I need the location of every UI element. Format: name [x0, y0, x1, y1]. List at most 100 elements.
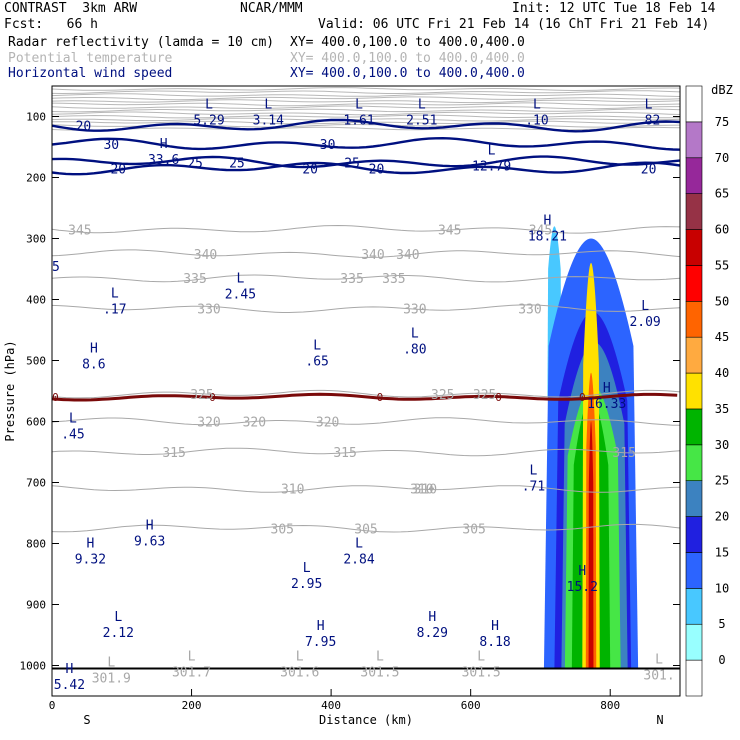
- strat-theta-line: [52, 102, 680, 107]
- init-time: Init: 12 UTC Tue 18 Feb 14: [512, 1, 716, 16]
- x-axis-label: Distance (km): [319, 713, 413, 727]
- colorbar-tick-label: 15: [715, 545, 729, 559]
- y-tick-label: 900: [26, 599, 46, 612]
- extremum-type: H: [428, 610, 436, 625]
- extremum-value: .71: [522, 480, 545, 495]
- extremum-value: 18.21: [528, 229, 567, 244]
- theta-label: 345: [438, 223, 461, 238]
- field-1-name: Radar reflectivity (lamda = 10 cm): [8, 35, 275, 50]
- colorbar-segment: [685, 157, 703, 194]
- y-axis-label: Pressure (hPa): [3, 340, 17, 441]
- wind-label: 25: [229, 156, 245, 171]
- extremum-type: H: [544, 213, 552, 228]
- extremum-type: L: [411, 326, 419, 341]
- theta-contour-325: [52, 389, 680, 399]
- strat-theta-line: [52, 90, 680, 95]
- extremum-value: 5.42: [54, 678, 85, 693]
- strat-theta-line: [52, 111, 680, 116]
- wind-contour-20: [52, 161, 680, 176]
- north-end-label: N: [656, 713, 663, 727]
- colorbar-segment: [685, 336, 703, 374]
- x-tick-label: 600: [461, 699, 481, 712]
- theta-label: 345: [68, 223, 91, 238]
- colorbar-tick-label: 20: [715, 510, 729, 524]
- colorbar-segment: [685, 300, 703, 338]
- surface-theta-type: L: [296, 650, 304, 665]
- extremum-type: L: [645, 98, 653, 113]
- colorbar-segment: [685, 229, 703, 266]
- colorbar-tick-label: 25: [715, 474, 729, 488]
- theta-label: 310: [281, 483, 304, 498]
- theta-label: 335: [183, 272, 206, 287]
- strat-theta-line: [52, 105, 680, 110]
- extremum-type: H: [86, 537, 94, 552]
- extremum-value: 7.95: [305, 635, 336, 650]
- theta-label: 335: [340, 272, 363, 287]
- field-2-xy: XY= 400.0,100.0 to 400.0,400.0: [290, 51, 525, 66]
- theta-label: 330: [518, 303, 541, 318]
- colorbar-tick-label: 55: [715, 258, 729, 272]
- y-tick-label: 400: [26, 294, 46, 307]
- strat-theta-line: [52, 126, 680, 131]
- extremum-type: H: [146, 518, 154, 533]
- colorbar-segment: [685, 193, 703, 230]
- extremum-value: 2.45: [225, 287, 256, 302]
- extremum-value: 95: [44, 260, 60, 275]
- y-tick-label: 700: [26, 477, 46, 490]
- extremum-value: 9.63: [134, 534, 165, 549]
- strat-theta-line: [52, 87, 680, 92]
- strat-theta-line: [52, 108, 680, 113]
- extremum-value: 8.18: [479, 635, 510, 650]
- colorbar-tick-label: 70: [715, 151, 729, 165]
- extremum-type: H: [603, 381, 611, 396]
- surface-theta-type: L: [655, 653, 663, 668]
- colorbar-unit: dBZ: [711, 83, 733, 97]
- colorbar-tick-label: 45: [715, 330, 729, 344]
- surface-theta-value: 301.6: [280, 666, 319, 681]
- theta-label: 345: [529, 223, 552, 238]
- y-tick-label: 100: [26, 111, 46, 124]
- extremum-type: L: [205, 98, 213, 113]
- extremum-value: .45: [61, 428, 84, 443]
- extremum-type: L: [69, 412, 77, 427]
- theta-label: 330: [197, 303, 220, 318]
- wind-label: 20: [369, 162, 385, 177]
- x-tick-label: 800: [600, 699, 620, 712]
- extremum-value: 2.12: [103, 626, 134, 641]
- theta-contour-310: [52, 485, 680, 493]
- colorbar-tick-label: 50: [715, 294, 729, 308]
- extremum-type: L: [111, 287, 119, 302]
- theta-label: 320: [243, 416, 266, 431]
- x-tick-label: 400: [321, 699, 341, 712]
- extremum-value: 3.14: [253, 114, 284, 129]
- reflectivity-cell-55dbz: [588, 421, 594, 669]
- colorbar-tick-label: 60: [715, 223, 729, 237]
- extremum-type: L: [236, 271, 244, 286]
- theta-contour-340: [52, 249, 680, 258]
- extremum-type: L: [264, 98, 272, 113]
- colorbar-segment: [685, 85, 703, 123]
- strat-theta-line: [52, 99, 680, 104]
- wind-label: 20: [302, 162, 318, 177]
- strat-theta-line: [52, 96, 680, 101]
- freezing-level-label: 0: [209, 391, 216, 404]
- extremum-value: .80: [403, 342, 426, 357]
- strat-theta-line: [52, 117, 680, 122]
- wind-label: 30: [103, 138, 119, 153]
- y-tick-label: 1000: [20, 660, 47, 673]
- theta-label: 330: [403, 303, 426, 318]
- extremum-value: 2.95: [291, 577, 322, 592]
- extremum-type: L: [355, 98, 363, 113]
- field-3-xy: XY= 400.0,100.0 to 400.0,400.0: [290, 66, 525, 81]
- extremum-type: L: [530, 464, 538, 479]
- wind-contour-20: [52, 118, 680, 133]
- colorbar-segment: [685, 372, 703, 410]
- surface-theta-value: 301.9: [92, 672, 131, 687]
- surface-theta-type: L: [107, 656, 115, 671]
- theta-label: 315: [333, 446, 356, 461]
- south-end-label: S: [83, 713, 90, 727]
- extremum-value: 8.6: [82, 358, 105, 373]
- surface-theta-type: L: [376, 650, 384, 665]
- extremum-value: 12.79: [472, 159, 511, 174]
